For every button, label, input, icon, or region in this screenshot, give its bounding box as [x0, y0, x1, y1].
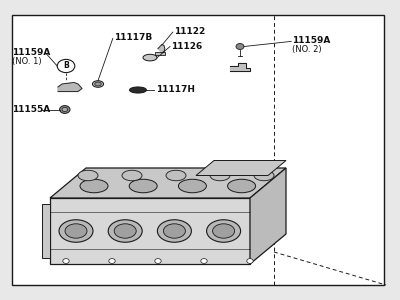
Ellipse shape — [178, 179, 206, 193]
Polygon shape — [250, 168, 286, 264]
Circle shape — [60, 106, 70, 113]
Ellipse shape — [206, 220, 240, 242]
Circle shape — [236, 44, 244, 50]
Ellipse shape — [95, 82, 101, 86]
Ellipse shape — [78, 170, 98, 181]
Circle shape — [109, 259, 115, 263]
Polygon shape — [50, 168, 286, 198]
Circle shape — [62, 107, 68, 112]
Text: 11155A: 11155A — [12, 105, 50, 114]
Bar — [50, 198, 250, 264]
Bar — [155, 52, 165, 55]
Ellipse shape — [65, 224, 87, 238]
Circle shape — [63, 259, 69, 263]
Ellipse shape — [212, 224, 234, 238]
Polygon shape — [58, 82, 82, 91]
Ellipse shape — [166, 170, 186, 181]
Circle shape — [201, 259, 207, 263]
Polygon shape — [196, 160, 286, 175]
Text: 11122: 11122 — [174, 27, 205, 36]
Text: 11117B: 11117B — [114, 33, 152, 42]
Text: 11126: 11126 — [171, 42, 202, 51]
Text: B: B — [63, 61, 69, 70]
Ellipse shape — [92, 81, 104, 87]
Ellipse shape — [228, 179, 256, 193]
Ellipse shape — [143, 54, 157, 61]
Ellipse shape — [129, 179, 157, 193]
Ellipse shape — [80, 179, 108, 193]
Circle shape — [57, 59, 75, 73]
Ellipse shape — [108, 220, 142, 242]
Text: (NO. 2): (NO. 2) — [292, 45, 322, 54]
Ellipse shape — [254, 170, 274, 181]
Ellipse shape — [210, 170, 230, 181]
Ellipse shape — [158, 220, 192, 242]
Text: (NO. 1): (NO. 1) — [12, 57, 42, 66]
Circle shape — [247, 259, 253, 263]
Text: 11117H: 11117H — [156, 85, 195, 94]
Ellipse shape — [122, 170, 142, 181]
Circle shape — [155, 259, 161, 263]
Ellipse shape — [59, 220, 93, 242]
Polygon shape — [230, 63, 250, 70]
Polygon shape — [158, 44, 165, 53]
Ellipse shape — [114, 224, 136, 238]
Text: 11159A: 11159A — [12, 48, 50, 57]
Text: 11159A: 11159A — [292, 36, 330, 45]
Bar — [42, 204, 50, 258]
Ellipse shape — [130, 87, 146, 93]
Ellipse shape — [163, 224, 186, 238]
